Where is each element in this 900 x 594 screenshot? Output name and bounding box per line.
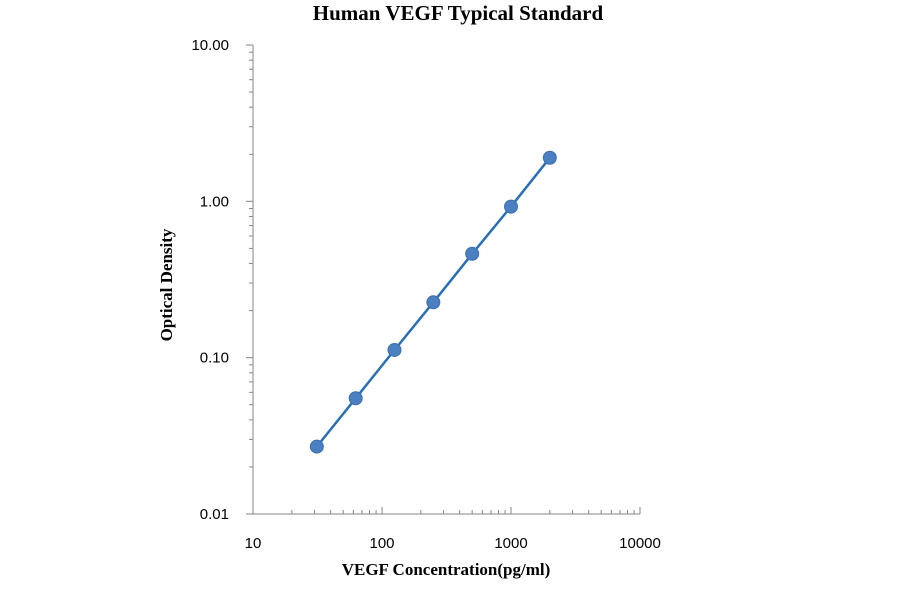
- data-point: [504, 199, 518, 214]
- data-point: [387, 342, 402, 357]
- x-tick-label: 100: [369, 535, 394, 552]
- data-point: [465, 246, 480, 261]
- y-tick-label: 1.00: [200, 193, 229, 210]
- data-point: [309, 439, 324, 454]
- y-tick-label: 10.00: [191, 37, 229, 54]
- x-axis-label: VEGF Concentration(pg/ml): [342, 560, 551, 579]
- y-tick-label: 0.01: [200, 506, 229, 523]
- y-axis-label: Optical Density: [157, 228, 176, 341]
- data-point: [426, 295, 441, 310]
- axes: [252, 45, 640, 515]
- chart-title: Human VEGF Typical Standard: [313, 1, 604, 25]
- tick-marks: [246, 44, 641, 515]
- data-series: [309, 150, 557, 454]
- x-tick-label: 10: [245, 535, 262, 552]
- x-tick-label: 10000: [619, 535, 661, 552]
- y-tick-label: 0.10: [200, 350, 229, 367]
- data-point: [348, 391, 363, 406]
- data-point: [542, 150, 557, 165]
- tick-labels: 0.01 0.10 1.00 10.00 10 100 1000 10000: [191, 37, 660, 552]
- x-tick-label: 1000: [494, 535, 527, 552]
